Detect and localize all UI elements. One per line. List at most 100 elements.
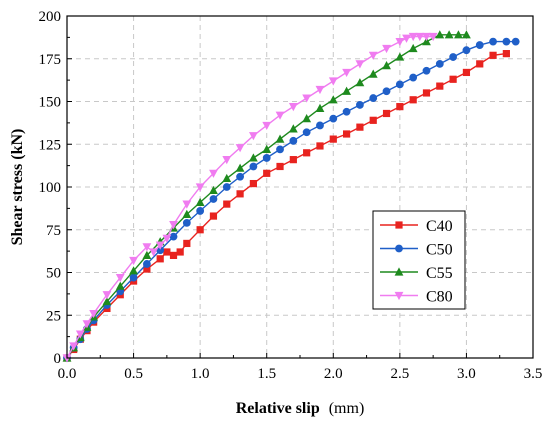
data-point-c80 xyxy=(89,309,99,319)
y-tick-label: 150 xyxy=(39,95,62,111)
data-point-c40 xyxy=(422,89,431,97)
x-tick-label: 3.0 xyxy=(457,366,476,382)
data-point-c50 xyxy=(209,195,218,203)
series-c80 xyxy=(62,32,438,363)
data-point-c40 xyxy=(303,149,311,157)
data-point-c80 xyxy=(115,274,125,283)
data-point-c55 xyxy=(249,153,258,162)
data-point-c80 xyxy=(382,44,391,54)
data-point-c50 xyxy=(342,107,351,116)
data-point-c80 xyxy=(209,169,218,178)
data-point-c80 xyxy=(415,32,425,42)
data-point-c40 xyxy=(356,123,364,131)
data-point-c40 xyxy=(449,75,457,83)
data-point-c50 xyxy=(475,41,484,49)
x-tick-label: 1.5 xyxy=(257,366,276,382)
data-point-c55 xyxy=(422,37,431,46)
y-tick-label: 0 xyxy=(54,351,62,367)
data-point-c55 xyxy=(444,30,454,39)
data-point-c55 xyxy=(129,266,138,275)
data-point-c80 xyxy=(395,38,405,47)
data-point-c80 xyxy=(328,77,338,86)
legend-item-c40: C40 xyxy=(380,218,453,235)
data-point-c50 xyxy=(249,162,258,171)
data-point-c50 xyxy=(489,37,497,46)
data-point-c55 xyxy=(435,30,445,39)
data-point-c50 xyxy=(502,37,511,46)
x-tick-label: 1.0 xyxy=(191,366,210,382)
data-point-c50 xyxy=(262,154,271,162)
data-point-c80 xyxy=(402,34,411,43)
data-point-c55 xyxy=(182,209,192,218)
data-point-c80 xyxy=(275,111,285,120)
data-point-c50 xyxy=(222,183,231,191)
legend-marker-c50 xyxy=(395,244,403,253)
data-point-c40 xyxy=(156,255,164,263)
legend-item-c80: C80 xyxy=(380,289,453,306)
data-point-c55 xyxy=(115,281,125,290)
data-point-c40 xyxy=(236,190,244,198)
data-point-c50 xyxy=(329,114,338,123)
data-point-c40 xyxy=(343,130,351,138)
data-point-c50 xyxy=(435,59,444,68)
legend-label-c40: C40 xyxy=(426,218,453,235)
data-point-c55 xyxy=(395,52,405,61)
y-tick-label: 50 xyxy=(46,266,61,282)
data-point-c50 xyxy=(395,80,404,89)
data-point-c50 xyxy=(316,121,324,130)
y-tick-label: 175 xyxy=(39,52,62,68)
data-point-c40 xyxy=(209,212,218,220)
data-point-c80 xyxy=(82,320,92,329)
data-point-c55 xyxy=(315,103,325,112)
data-point-c55 xyxy=(195,197,205,206)
data-point-c40 xyxy=(276,162,284,171)
data-point-c80 xyxy=(315,85,325,95)
data-point-c40 xyxy=(329,135,337,143)
data-point-c80 xyxy=(169,221,178,230)
data-point-c40 xyxy=(223,200,231,208)
series-line-c50 xyxy=(66,40,516,359)
data-point-c55 xyxy=(328,95,338,104)
data-point-c80 xyxy=(262,121,272,131)
y-tick-label: 125 xyxy=(39,137,62,153)
x-axis-title: Relative slip (mm) xyxy=(236,400,365,417)
data-point-c80 xyxy=(355,60,365,69)
data-point-c50 xyxy=(511,37,520,46)
data-point-c40 xyxy=(289,156,297,164)
data-point-c55 xyxy=(222,173,232,183)
legend-label-c80: C80 xyxy=(426,289,453,306)
x-tick-label: 0.5 xyxy=(124,366,143,382)
data-point-c50 xyxy=(169,232,178,241)
data-point-c55 xyxy=(142,250,152,259)
data-point-c80 xyxy=(162,234,172,243)
data-point-c80 xyxy=(235,144,245,153)
data-point-c40 xyxy=(436,82,444,90)
legend-marker-c80 xyxy=(394,291,404,301)
data-point-c55 xyxy=(342,86,351,95)
data-point-c50 xyxy=(462,46,471,55)
data-point-c80 xyxy=(288,103,298,112)
legend-marker-c40 xyxy=(395,221,403,229)
data-point-c50 xyxy=(356,101,364,109)
data-point-c50 xyxy=(142,260,151,268)
data-point-c50 xyxy=(382,87,391,96)
data-point-c80 xyxy=(155,241,165,250)
data-point-c50 xyxy=(182,219,191,227)
data-point-c80 xyxy=(75,330,85,339)
data-point-c40 xyxy=(143,265,151,273)
data-point-c50 xyxy=(196,207,205,215)
data-point-c80 xyxy=(142,243,152,252)
data-point-c80 xyxy=(249,132,258,141)
data-point-c80 xyxy=(408,32,418,42)
data-point-c50 xyxy=(236,172,244,181)
data-point-c80 xyxy=(368,51,378,60)
y-tick-label: 200 xyxy=(39,9,62,25)
data-point-c50 xyxy=(276,145,284,154)
data-point-c55 xyxy=(102,296,112,306)
legend-label-c50: C50 xyxy=(426,242,453,259)
x-axis-title-main: Relative slip xyxy=(236,400,320,417)
data-point-c40 xyxy=(249,179,257,188)
series-line-c40 xyxy=(66,52,507,359)
data-point-c50 xyxy=(422,66,431,75)
